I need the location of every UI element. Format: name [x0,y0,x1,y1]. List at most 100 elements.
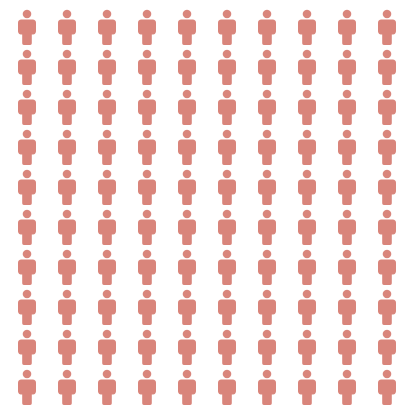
person-icon [258,369,276,405]
person-icon [378,209,396,245]
person-icon [338,249,356,285]
person-icon [138,249,156,285]
person-icon [98,249,116,285]
person-icon [18,249,36,285]
person-icon [58,89,76,125]
person-icon [138,169,156,205]
person-icon [178,89,196,125]
person-icon [178,169,196,205]
person-icon [258,89,276,125]
person-icon [218,249,236,285]
person-icon [98,89,116,125]
person-icon [58,49,76,85]
person-icon [218,369,236,405]
person-icon [298,369,316,405]
person-icon [98,369,116,405]
person-icon [18,9,36,45]
person-icon [298,49,316,85]
person-icon [218,169,236,205]
person-icon [178,209,196,245]
person-icon [378,129,396,165]
person-icon [98,289,116,325]
person-icon [218,49,236,85]
person-icon [58,129,76,165]
person-icon [98,9,116,45]
person-icon [298,209,316,245]
person-icon [178,9,196,45]
person-icon [218,129,236,165]
person-icon [338,329,356,365]
person-icon [138,329,156,365]
person-icon [218,329,236,365]
person-icon [58,169,76,205]
person-icon [98,129,116,165]
person-icon [258,169,276,205]
person-icon [58,289,76,325]
person-icon [258,289,276,325]
person-icon [298,169,316,205]
person-icon [378,49,396,85]
person-icon [258,249,276,285]
person-icon [18,369,36,405]
person-icon [378,329,396,365]
person-icon [258,49,276,85]
person-icon [298,9,316,45]
person-icon [58,9,76,45]
person-icon [378,9,396,45]
person-icon [58,249,76,285]
person-icon [18,49,36,85]
person-icon [138,49,156,85]
person-icon [338,129,356,165]
person-icon [218,89,236,125]
person-icon [258,129,276,165]
person-icon [338,49,356,85]
person-icon [58,369,76,405]
person-icon [178,129,196,165]
person-icon [298,129,316,165]
person-icon [18,129,36,165]
person-icon [298,89,316,125]
person-icon [178,289,196,325]
person-icon [138,369,156,405]
person-icon [58,329,76,365]
person-icon [98,169,116,205]
person-icon [338,9,356,45]
person-icon [298,289,316,325]
person-icon [338,169,356,205]
person-icon [378,289,396,325]
person-icon [218,289,236,325]
person-icon [378,249,396,285]
person-icon [18,289,36,325]
person-icon [298,329,316,365]
person-icon [178,49,196,85]
person-icon [258,329,276,365]
person-icon [138,89,156,125]
person-icon [178,329,196,365]
person-icon [98,329,116,365]
person-icon [178,369,196,405]
person-icon [298,249,316,285]
person-icon [138,129,156,165]
person-icon [18,329,36,365]
person-icon [338,289,356,325]
person-icon [378,89,396,125]
person-icon [98,49,116,85]
person-icon [258,9,276,45]
person-icon [178,249,196,285]
icons-layer [18,9,396,405]
person-icon [18,169,36,205]
person-icon [218,9,236,45]
person-icon [138,289,156,325]
person-icon [218,209,236,245]
person-icon [18,89,36,125]
person-icon [258,209,276,245]
person-icon [138,209,156,245]
person-icon [138,9,156,45]
person-icon [58,209,76,245]
person-icon [338,209,356,245]
person-icon [98,209,116,245]
person-icon [338,369,356,405]
person-icon [338,89,356,125]
